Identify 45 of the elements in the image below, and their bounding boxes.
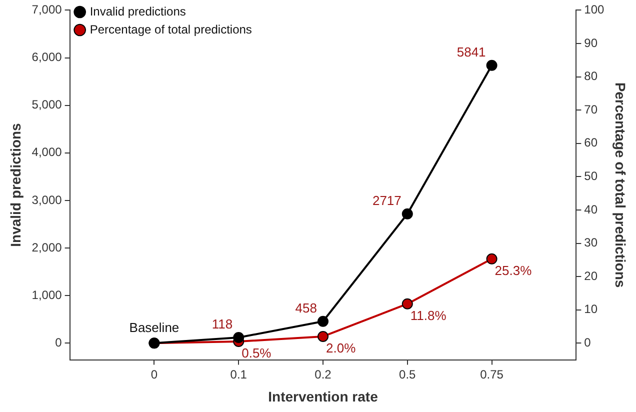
x-axis-title: Intervention rate [268,388,378,404]
y2-axis-title: Percentage of total predictions [612,82,629,288]
y-tick-label: 3,000 [32,192,62,207]
y-tick-label: 0 [55,335,62,350]
y2-tick-label: 30 [584,236,598,250]
y-tick-label: 7,000 [32,2,62,17]
y2-tick-label: 10 [584,302,598,316]
y-axis-title: Invalid predictions [7,122,24,247]
data-label: 458 [295,300,318,316]
y-tick-label: 4,000 [32,145,62,160]
legend-label: Percentage of total predictions [90,22,252,36]
x-tick-label: 0.1 [230,367,248,382]
point [233,332,244,344]
x-tick-label: 0.75 [480,367,504,382]
point [402,298,413,310]
data-label: 11.8% [410,308,447,323]
y2-tick-label: 50 [584,168,598,183]
data-label: 2717 [372,192,402,208]
x-tick-label: 0.5 [399,367,416,382]
y2-tick-label: 100 [584,2,605,17]
annotation: Baseline [129,320,180,336]
y2-tick-label: 60 [584,136,598,150]
data-label: 2.0% [326,340,356,356]
point [318,316,329,327]
point [486,60,498,71]
x-tick-label: 0 [150,367,158,382]
y2-tick-label: 90 [584,36,598,50]
y-tick-label: 1,000 [32,288,62,302]
point [402,208,413,220]
y2-tick-label: 80 [584,69,598,84]
y2-tick-label: 40 [584,202,598,216]
data-label: 5841 [456,44,486,60]
y2-tick-label: 0 [584,335,592,350]
point [318,330,329,342]
data-label: 25.3% [494,262,532,278]
y-tick-label: 6,000 [32,50,62,64]
y-tick-label: 5,000 [32,98,62,112]
data-label: 0.5% [242,346,272,361]
point [486,253,498,264]
x-tick-label: 0.2 [314,367,332,382]
y-tick-label: 2,000 [32,240,62,254]
data-label: 118 [212,316,233,332]
y2-tick-label: 70 [584,102,598,116]
y2-tick-label: 20 [584,268,598,283]
legend-label: Invalid predictions [90,4,186,18]
